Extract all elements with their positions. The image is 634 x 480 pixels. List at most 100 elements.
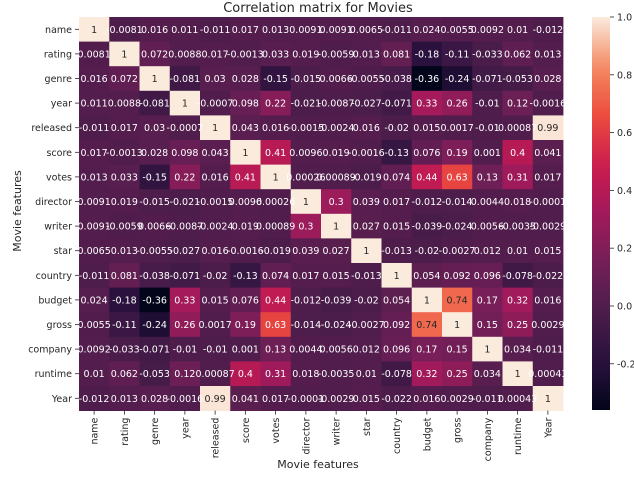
heatmap-cell-label: -0.18 (112, 295, 137, 306)
heatmap-cell (411, 238, 443, 264)
heatmap-cell-label: 0.054 (383, 295, 410, 306)
heatmap-cell (290, 336, 322, 362)
heatmap-cell-label: 0.0055 (78, 320, 111, 331)
y-tick-label: votes (46, 172, 72, 183)
heatmap-cell-label: -0.071 (170, 271, 201, 282)
heatmap-cell-label: -0.078 (502, 271, 533, 282)
y-tick-label: score (46, 148, 72, 159)
heatmap-cell-label: 0.001 (232, 345, 259, 356)
heatmap-cell (260, 361, 292, 387)
heatmap-cell (260, 238, 292, 264)
heatmap-cell (109, 386, 140, 411)
heatmap-cell-label: 0.017 (81, 148, 108, 159)
heatmap-cell (79, 238, 110, 264)
heatmap-cell (79, 164, 110, 190)
heatmap-cell-label: 0.12 (174, 369, 195, 380)
heatmap-cell-label: -0.012 (412, 197, 443, 208)
heatmap-cell-label: 0.024 (413, 25, 440, 36)
heatmap-cell (351, 312, 382, 338)
heatmap-cell (532, 336, 564, 362)
heatmap-cell (472, 41, 503, 67)
heatmap-cell-label: 0.019 (292, 49, 319, 60)
heatmap-cell-label: -0.053 (502, 74, 533, 85)
heatmap-cell (502, 115, 534, 141)
heatmap-cell (411, 41, 443, 67)
heatmap-cell (200, 213, 231, 239)
heatmap-cell (442, 17, 473, 42)
heatmap-cell-label: 0.0091 (78, 197, 111, 208)
heatmap-cell (442, 189, 473, 215)
heatmap-cell-label: 0.01 (84, 369, 105, 380)
heatmap-cell-label: 0.024 (81, 295, 108, 306)
heatmap-cell-label: 0.098 (171, 148, 198, 159)
heatmap-cell (260, 140, 292, 165)
heatmap-cell (381, 213, 413, 239)
heatmap-cell-label: -0.0087 (167, 222, 204, 233)
heatmap-cell (260, 66, 292, 92)
heatmap-cell-label: 1 (91, 25, 97, 36)
heatmap-cell-label: 0.092 (444, 271, 471, 282)
heatmap-cell-label: -0.081 (139, 99, 170, 110)
heatmap-cell (290, 17, 322, 42)
heatmap-cell-label: -0.038 (381, 74, 412, 85)
heatmap-cell-label: 1 (424, 295, 430, 306)
heatmap-cell (502, 287, 534, 313)
heatmap-cell (381, 238, 413, 264)
heatmap-cell (79, 213, 110, 239)
heatmap-cell-label: 0.15 (447, 345, 468, 356)
heatmap-cell-label: -0.02 (415, 246, 440, 257)
heatmap-cell-label: 0.0091 (320, 25, 353, 36)
heatmap-cell-label: 0.00087 (195, 369, 234, 380)
heatmap-cell (351, 17, 382, 42)
heatmap-cell (109, 41, 140, 67)
heatmap-cell-label: -0.01 (203, 345, 228, 356)
heatmap-cell-label: 0.0029 (531, 320, 564, 331)
heatmap-cell (139, 386, 171, 411)
heatmap-cell-label: -0.0024 (318, 123, 355, 134)
heatmap-cell-label: 0.19 (235, 320, 256, 331)
heatmap-cell (290, 287, 322, 313)
heatmap-cell-label: 0.027 (353, 222, 380, 233)
heatmap-cell (290, 66, 322, 92)
heatmap-cell-label: -0.078 (381, 369, 412, 380)
heatmap-cell (260, 213, 292, 239)
heatmap-cell (321, 361, 352, 387)
heatmap-cell-label: 0.01 (507, 246, 528, 257)
heatmap-cell (200, 361, 231, 387)
heatmap-cell-label: 0.028 (232, 74, 259, 85)
heatmap-cell (321, 386, 352, 411)
heatmap-cell-label: -0.011 (79, 123, 110, 134)
heatmap-cell (169, 17, 201, 42)
heatmap-cell-label: 1 (121, 49, 127, 60)
heatmap-cell (351, 164, 382, 190)
heatmap-cell-label: 0.054 (413, 271, 440, 282)
x-tick-label: released (211, 418, 222, 459)
heatmap-cell (139, 189, 171, 215)
heatmap-cell (230, 189, 261, 215)
colorbar-tick-label: 0.8 (617, 70, 632, 81)
heatmap-cell (381, 361, 413, 387)
heatmap-cell-label: 0.03 (205, 74, 226, 85)
heatmap-cell-label: 0.043 (202, 148, 229, 159)
heatmap-cell-label: 0.0056 (320, 345, 353, 356)
heatmap-cell-label: 0.4 (510, 148, 525, 159)
heatmap-cell-label: 0.0081 (78, 49, 111, 60)
heatmap-cell-label: -0.02 (203, 271, 228, 282)
heatmap-cell-label: 0.25 (447, 369, 468, 380)
heatmap-cell-label: 0.74 (447, 295, 468, 306)
heatmap-cell-label: 0.0092 (471, 25, 504, 36)
heatmap-cell-label: -0.0015 (197, 197, 234, 208)
x-tick-label: country (392, 417, 403, 454)
heatmap-cell-label: 0.0066 (138, 222, 171, 233)
heatmap-cell-label: 0.016 (353, 123, 380, 134)
heatmap-cell (411, 287, 443, 313)
heatmap-cell (230, 263, 261, 288)
heatmap-cell (230, 213, 261, 239)
heatmap-cell (442, 66, 473, 92)
colorbar-gradient (592, 17, 610, 410)
heatmap-cell (351, 213, 382, 239)
heatmap-cell (109, 361, 140, 387)
heatmap-cell-label: 1 (545, 394, 551, 405)
colorbar-tick-label: 0.0 (617, 301, 632, 312)
heatmap-cell (351, 90, 382, 116)
